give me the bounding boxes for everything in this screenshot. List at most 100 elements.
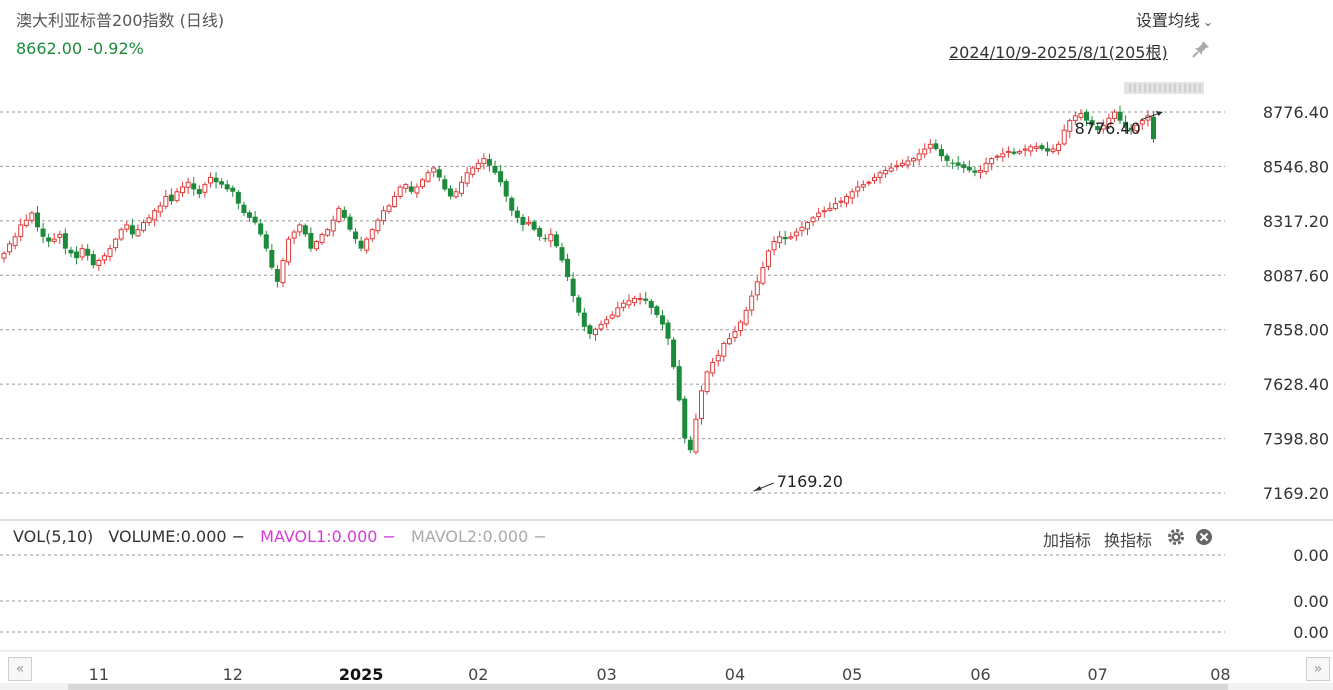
candle (1128, 124, 1134, 135)
candle (643, 292, 649, 305)
candle (883, 166, 889, 179)
date-range[interactable]: 2024/10/9-2025/8/1(205根) (949, 43, 1168, 62)
ma-setting-button[interactable]: 设置均线 ⌄ (1136, 7, 1213, 31)
time-tick-label: 08 (1210, 665, 1230, 684)
candle (157, 201, 163, 218)
candle (888, 162, 894, 173)
price-tick-label: 7398.80 (1263, 430, 1329, 449)
candle (141, 219, 146, 233)
candle (269, 244, 275, 270)
candle (358, 236, 364, 252)
price-tick-label: 8776.40 (1263, 103, 1329, 122)
candle (1089, 115, 1095, 128)
scroll-right-button[interactable]: » (1306, 657, 1330, 681)
candle (1111, 109, 1117, 123)
candle (386, 203, 392, 214)
svg-text:8776.40: 8776.40 (1075, 119, 1141, 138)
candle (793, 228, 799, 241)
candle (1078, 109, 1084, 121)
candle (760, 261, 766, 286)
candle (163, 189, 169, 210)
vol-volume: VOLUME:0.000 − (108, 527, 246, 546)
candle (1044, 141, 1050, 157)
price-tick-label: 8546.80 (1263, 157, 1329, 176)
candle (866, 180, 872, 186)
candle (799, 221, 805, 237)
time-tick-label: 02 (468, 665, 488, 684)
candle (871, 173, 877, 184)
volume-legend: VOL(5,10) VOLUME:0.000 − MAVOL1:0.000 − … (13, 527, 547, 546)
gear-icon[interactable] (1166, 527, 1186, 547)
candle (927, 138, 933, 154)
candle (816, 207, 822, 221)
candle (129, 218, 135, 239)
volume-gridlines (0, 554, 1225, 633)
price-annotation: 8776.40 (1075, 111, 1163, 138)
candle (96, 258, 102, 271)
candle (961, 161, 967, 173)
price-change: 8662.00 -0.92% (16, 39, 144, 58)
candle (782, 230, 788, 246)
candle (23, 214, 29, 228)
price-annotations: 8776.40 7169.20 (753, 111, 1163, 492)
candle (721, 341, 727, 362)
candle (280, 257, 286, 287)
volume-tick-label: 0.00 (1293, 546, 1329, 565)
candle (459, 176, 465, 197)
swap-indicator-button[interactable]: 换指标 (1104, 531, 1153, 550)
vol-mavol2: MAVOL2:0.000 − (411, 527, 547, 546)
price-tick-label: 8317.20 (1263, 212, 1329, 231)
bottom-scroll-thumb[interactable] (68, 684, 1228, 690)
candle (509, 196, 515, 217)
volume-tick-label: 0.00 (1293, 592, 1329, 611)
candle (810, 215, 816, 227)
candle (765, 249, 771, 271)
candle (1067, 118, 1073, 138)
candle (319, 232, 325, 245)
candle (570, 272, 576, 303)
candle (565, 253, 571, 282)
candle (90, 250, 96, 269)
close-icon[interactable] (1194, 527, 1214, 547)
candle (983, 157, 989, 175)
candle (308, 227, 314, 252)
candle (453, 188, 459, 199)
candle (7, 240, 13, 256)
price-annotation: 7169.20 (753, 472, 843, 492)
candle (710, 358, 716, 377)
candle (526, 216, 532, 227)
candle (68, 246, 74, 258)
candle (46, 233, 52, 248)
candle (704, 370, 710, 395)
candle (894, 160, 900, 171)
add-indicator-button[interactable]: 加指标 (1043, 531, 1092, 550)
candle (1, 251, 7, 263)
candle (224, 180, 230, 192)
candle (1134, 122, 1140, 134)
candle (844, 193, 850, 208)
candle (1000, 147, 1006, 162)
candle (29, 210, 35, 224)
pin-icon[interactable] (1190, 38, 1212, 60)
candle (57, 230, 63, 244)
candle (12, 232, 18, 250)
candle (241, 201, 247, 216)
candle (860, 180, 866, 192)
candle (1028, 144, 1034, 157)
candle (297, 222, 303, 236)
candle (905, 155, 911, 169)
candle (107, 244, 113, 262)
range-scroll-handle[interactable] (1124, 82, 1204, 94)
candle (598, 320, 604, 332)
candle (637, 293, 643, 305)
candle (821, 206, 827, 218)
candle (1017, 149, 1023, 155)
candle (492, 160, 498, 175)
candle (79, 244, 85, 261)
candle (899, 159, 905, 168)
scroll-left-button[interactable]: « (8, 657, 32, 681)
candle (944, 153, 950, 167)
candle (1150, 111, 1156, 143)
candle (732, 325, 738, 342)
